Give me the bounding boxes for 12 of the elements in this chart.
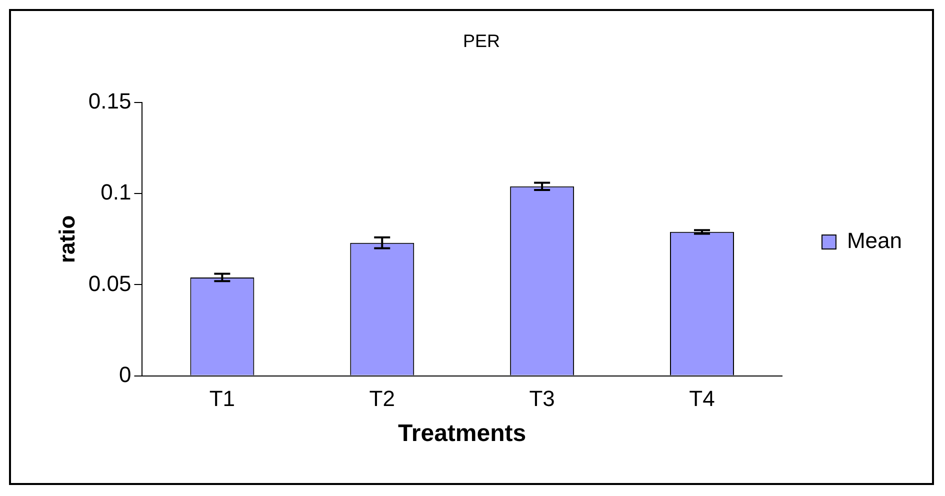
x-tick-label: T4 [689, 386, 715, 412]
x-tick-label: T1 [209, 386, 236, 412]
x-tick-label: T2 [369, 386, 395, 412]
chart-title: PER [462, 30, 500, 51]
x-axis-title: Treatments [398, 420, 526, 448]
legend-label: Mean [846, 228, 902, 254]
y-axis-title: ratio [54, 215, 80, 264]
y-tick-label: 0.1 [100, 180, 132, 205]
y-tick-label: 0 [118, 362, 132, 387]
y-tick-label: 0.15 [88, 88, 132, 114]
x-tick-label: T3 [529, 386, 555, 412]
y-tick-label: 0.05 [88, 270, 132, 296]
